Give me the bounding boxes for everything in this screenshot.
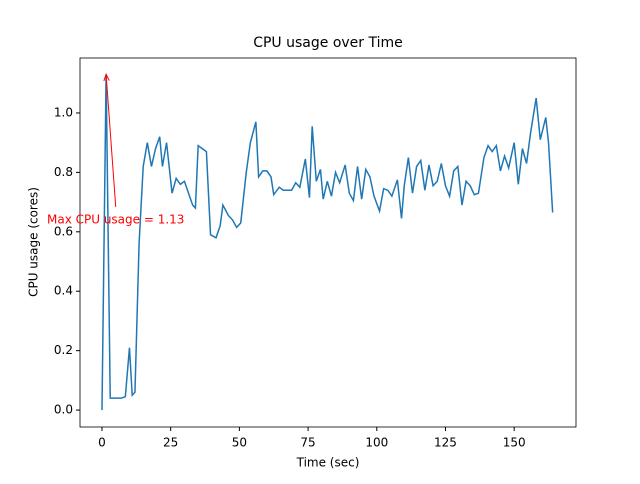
x-tick-label: 25 (163, 436, 178, 450)
x-tick-label: 100 (365, 436, 388, 450)
y-axis-label: CPU usage (cores) (27, 187, 41, 297)
x-tick-label: 0 (98, 436, 106, 450)
annotation-text: Max CPU usage = 1.13 (47, 212, 184, 226)
x-axis-label: Time (sec) (296, 456, 360, 470)
data-line (101, 74, 554, 411)
y-tick-label: 0.8 (54, 165, 73, 179)
y-tick-label: 0.2 (54, 343, 73, 357)
x-tick-label: 50 (232, 436, 247, 450)
annotation-arrowhead (103, 73, 110, 82)
y-tick-label: 0.0 (54, 403, 73, 417)
y-tick-label: 1.0 (54, 105, 73, 119)
annotation-arrow (105, 74, 117, 207)
y-tick-label: 0.4 (54, 284, 73, 298)
x-tick-label: 125 (434, 436, 457, 450)
x-tick-label: 150 (503, 436, 526, 450)
plot-frame (79, 57, 577, 428)
chart-title: CPU usage over Time (253, 35, 403, 51)
y-tick-label: 0.6 (54, 224, 73, 238)
x-tick-label: 75 (300, 436, 315, 450)
